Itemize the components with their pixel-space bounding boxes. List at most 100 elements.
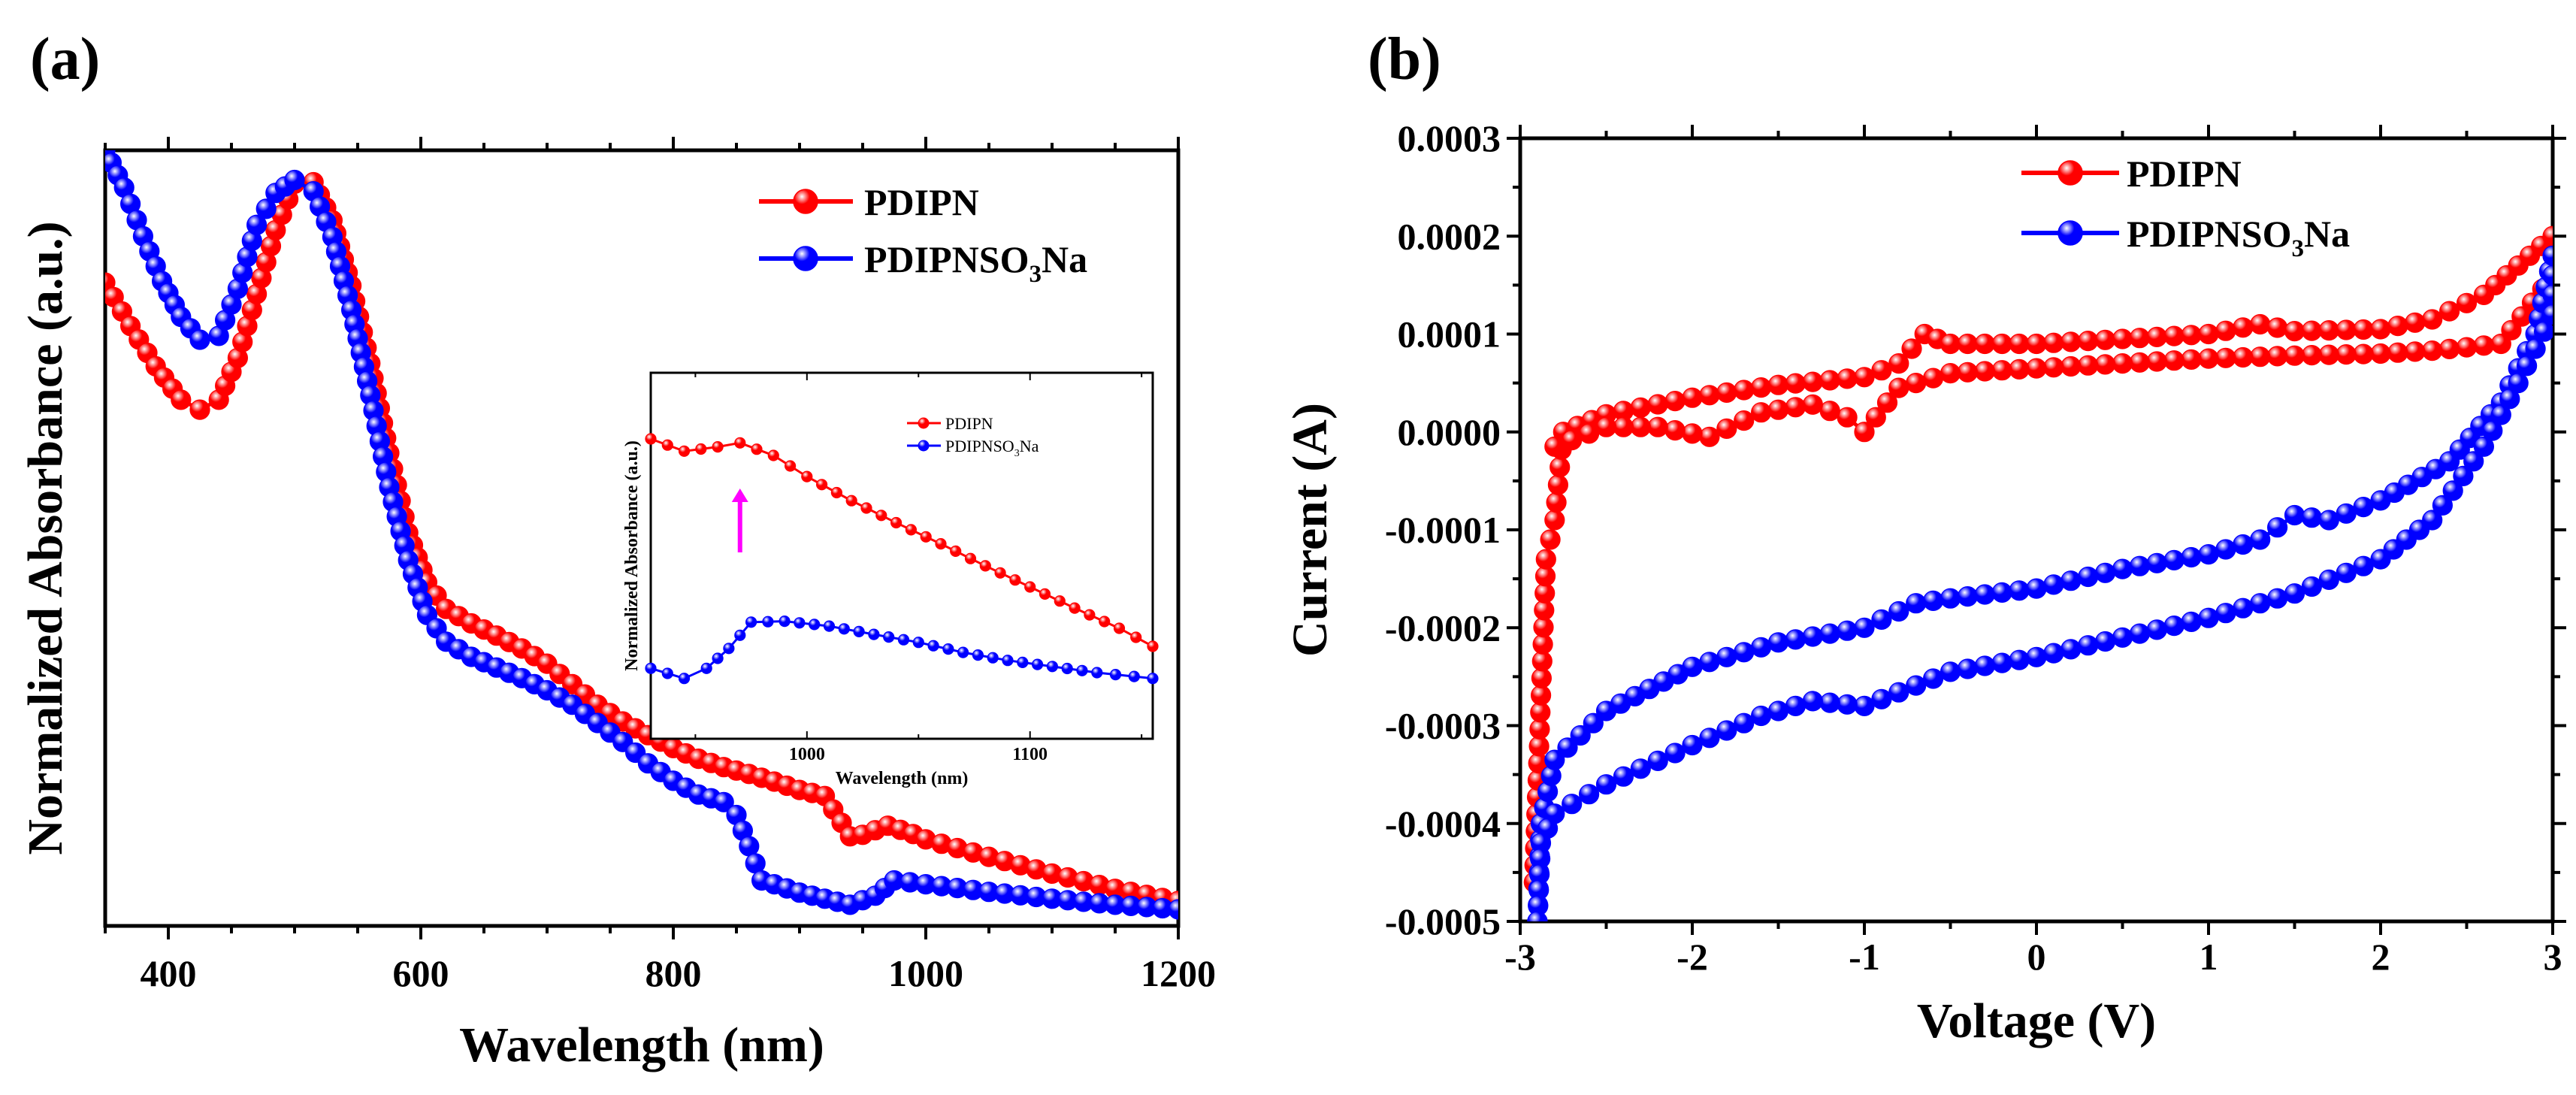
data-point [1865,407,1886,428]
data-point [2370,343,2391,364]
data-point [1682,423,1703,444]
data-point [751,443,763,455]
data-point [1819,623,1840,644]
data-point [2501,319,2522,340]
y-tick-label: -0.0003 [1385,705,1501,747]
data-point [1664,390,1686,412]
data-point [979,560,991,572]
data-point [1540,529,1561,550]
series-group-b [1523,225,2553,921]
data-point [1046,661,1059,673]
data-point [883,631,895,643]
data-point [2318,320,2339,341]
data-point [2163,549,2184,571]
data-point [2301,320,2322,341]
data-point [1544,510,1565,531]
data-point [2387,342,2408,363]
data-point [2422,340,2443,361]
data-point [2215,347,2236,368]
data-point [1647,416,1668,437]
data-point [897,634,910,646]
data-point [2473,335,2494,356]
data-point [2112,627,2133,648]
data-point [1091,667,1103,679]
data-point [784,460,797,472]
data-point [1974,584,1995,605]
data-point [745,853,766,874]
data-point [935,537,947,550]
data-point [2026,358,2047,379]
data-point [2215,539,2236,560]
data-point [1630,397,1651,419]
data-point [1802,626,1823,647]
chart-b: -3 -2 -1 0 1 2 3 -0.0005 -0.0004 -0.0003 -0.0002 -0… [1283,117,2566,1048]
x-tick-label: 400 [141,952,197,994]
data-point [1751,402,1772,423]
data-point [1647,394,1668,415]
y-tick-label: 0.0001 [1398,313,1501,355]
data-point [1017,656,1029,669]
data-point [2078,566,2099,588]
data-point [1630,416,1651,437]
data-point [1767,374,1789,395]
data-point [1974,361,1995,382]
data-point [1906,675,1927,696]
data-point [734,629,746,641]
data-point [1544,436,1565,457]
plot-frame-b [1518,136,2555,924]
x-tick-label: 0 [2027,936,2046,978]
data-point [912,637,924,649]
data-point [2043,574,2064,595]
data-point [801,470,813,482]
data-point [2095,562,2116,583]
data-point [712,440,724,453]
data-point [2215,320,2236,341]
data-point [2112,353,2133,374]
inset-x-tick-label: 1100 [1012,745,1048,764]
data-point [2078,635,2099,656]
data-point [1699,426,1720,447]
data-point [1837,407,1858,428]
x-tick-label: -1 [1849,936,1880,978]
data-point [2233,534,2254,555]
data-point [1570,724,1591,746]
data-point [1699,652,1720,673]
data-point [875,510,887,522]
data-point [2301,345,2322,366]
inset-frame [649,371,1154,740]
data-point [2517,355,2538,377]
data-point [809,619,821,631]
y-tick-label: -0.0005 [1385,900,1501,942]
data-point [950,545,962,558]
x-tick-label: 800 [646,952,702,994]
data-point [1682,734,1703,756]
y-tick-label: -0.0002 [1385,606,1501,649]
data-point [2250,593,2271,614]
data-point [1871,688,1892,709]
data-point [2432,495,2453,516]
data-point [1837,694,1858,715]
data-point [2267,517,2288,538]
data-point [1991,652,2012,673]
data-point [1734,712,1755,734]
data-point [2439,301,2460,322]
data-point [2422,309,2443,330]
data-point [1991,360,2012,381]
data-point [1664,419,1686,441]
data-point [2215,603,2236,624]
data-point [1940,363,1961,384]
data-point [2095,354,2116,375]
data-point [661,439,673,451]
data-point [1009,574,1021,586]
data-point [1751,705,1772,727]
chart-a-inset: 1000 1100 Wavelength (nm) Normalized Absorb… [622,371,1159,788]
data-point [1716,646,1737,667]
x-axis-title: Wavelength (nm) [459,1018,824,1072]
data-point [1527,911,1548,921]
data-point [2456,337,2478,358]
data-point [1940,588,1961,609]
data-point [1562,794,1583,815]
data-point [2284,345,2305,366]
legend-label: PDIPN [2127,153,2242,195]
data-point [2198,607,2219,628]
